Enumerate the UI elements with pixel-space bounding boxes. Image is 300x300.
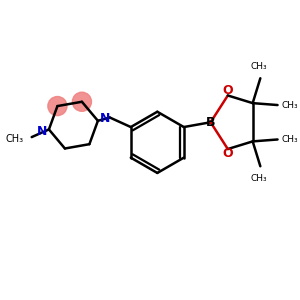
Text: CH₃: CH₃	[250, 61, 267, 70]
Text: N: N	[37, 125, 47, 138]
Circle shape	[72, 92, 92, 111]
Text: O: O	[223, 147, 233, 160]
Text: CH₃: CH₃	[250, 174, 267, 183]
Text: CH₃: CH₃	[281, 100, 298, 109]
Circle shape	[48, 97, 67, 116]
Text: N: N	[99, 112, 110, 125]
Text: CH₃: CH₃	[281, 135, 298, 144]
Text: B: B	[206, 116, 215, 129]
Text: O: O	[223, 84, 233, 97]
Text: CH₃: CH₃	[6, 134, 24, 144]
